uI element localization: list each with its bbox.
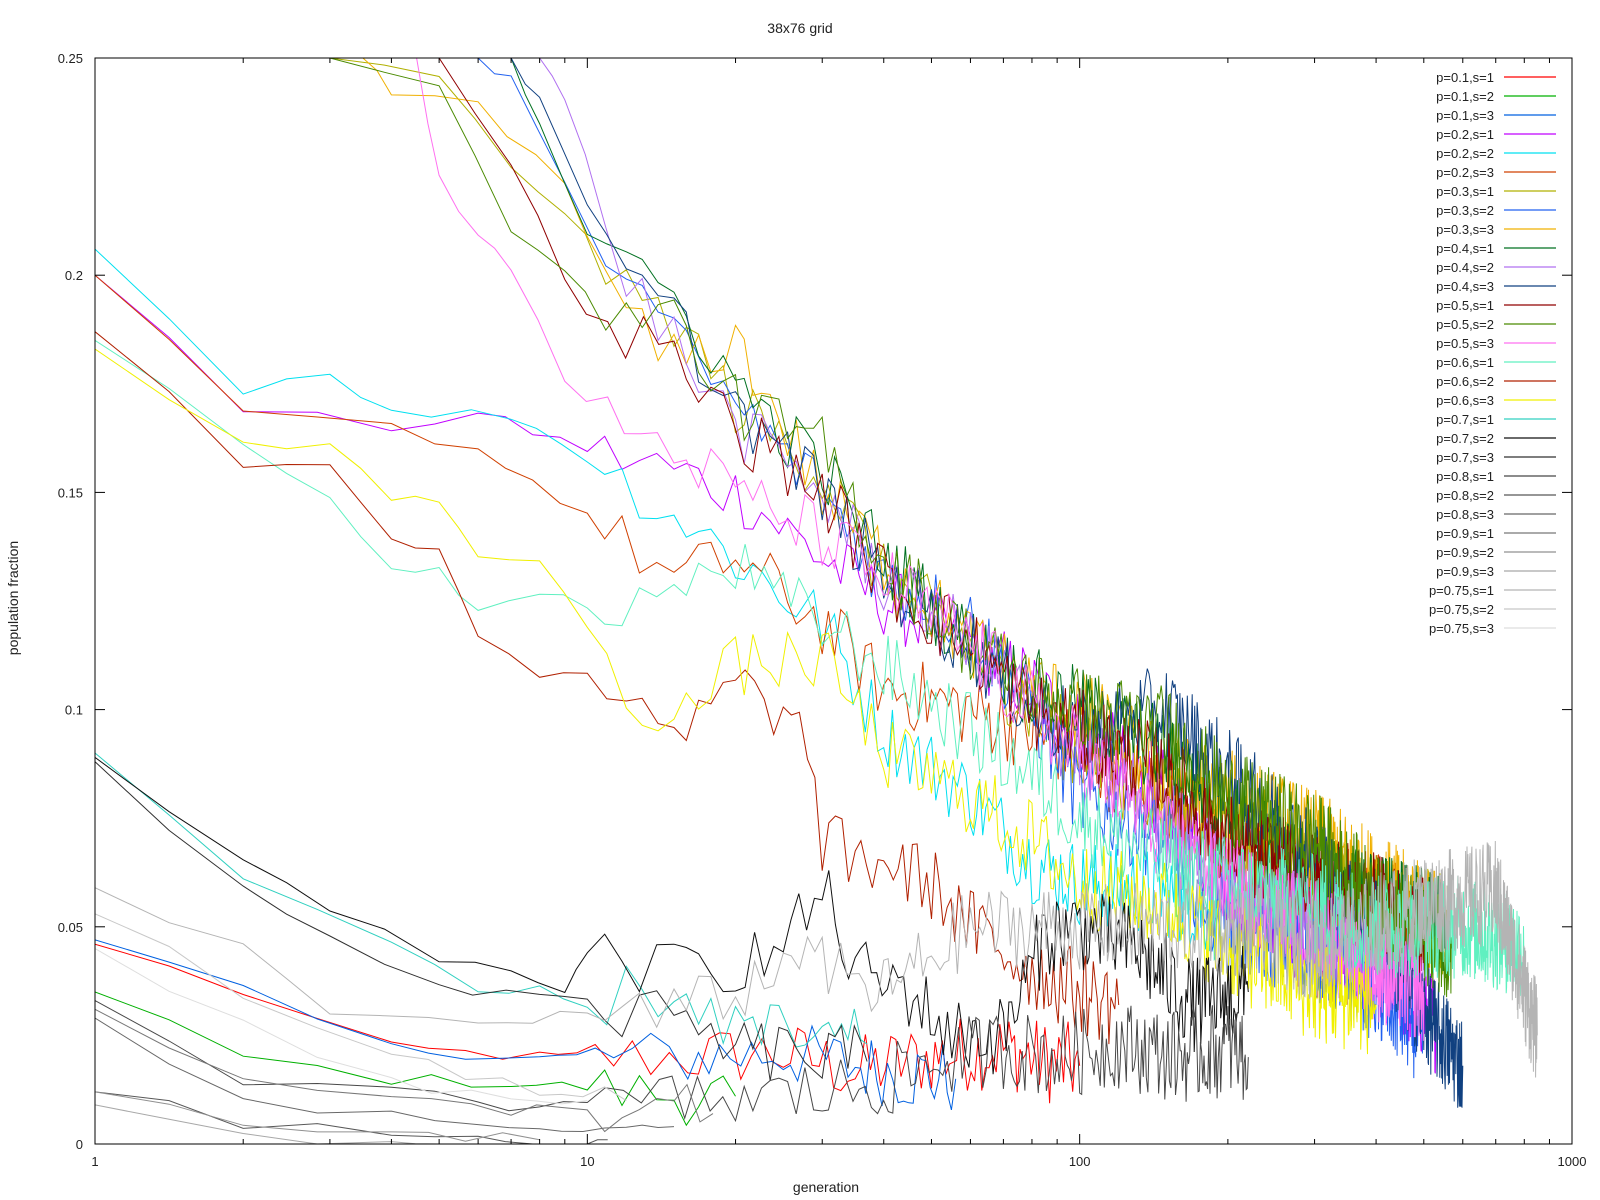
legend-label: p=0.5,s=2 xyxy=(1436,317,1494,332)
legend-label: p=0.2,s=1 xyxy=(1436,127,1494,142)
legend-label: p=0.1,s=3 xyxy=(1436,108,1494,123)
series-line-2 xyxy=(95,991,736,1127)
x-tick-label: 10 xyxy=(580,1154,594,1169)
legend-label: p=0.5,s=1 xyxy=(1436,298,1494,313)
x-tick-label: 100 xyxy=(1069,1154,1091,1169)
legend-label: p=0.9,s=3 xyxy=(1436,564,1494,579)
series-line-1 xyxy=(95,943,1081,1104)
y-tick-label: 0.25 xyxy=(58,51,83,66)
series-line-26 xyxy=(95,1091,540,1142)
series-line-30 xyxy=(95,948,588,1105)
y-axis-label: population fraction xyxy=(5,541,21,655)
y-tick-label: 0 xyxy=(76,1137,83,1152)
x-tick-label: 1 xyxy=(91,1154,98,1169)
y-axis: 0 0.05 0.1 0.15 0.2 0.25 xyxy=(58,51,1572,1152)
legend-label: p=0.6,s=2 xyxy=(1436,374,1494,389)
series-line-28 xyxy=(95,840,1538,1078)
legend-label: p=0.4,s=3 xyxy=(1436,279,1494,294)
series-line-17 xyxy=(95,331,1120,1045)
legend-label: p=0.1,s=2 xyxy=(1436,89,1494,104)
legend-label: p=0.1,s=1 xyxy=(1436,70,1494,85)
legend: p=0.1,s=1 p=0.1,s=2 p=0.1,s=3 p=0.2,s=1 p=0.… xyxy=(1429,70,1556,636)
legend-label: p=0.3,s=2 xyxy=(1436,203,1494,218)
series-line-25 xyxy=(95,1008,714,1133)
y-tick-label: 0.15 xyxy=(58,485,83,500)
y-tick-label: 0.2 xyxy=(65,268,83,283)
legend-label: p=0.4,s=2 xyxy=(1436,260,1494,275)
series-line-19 xyxy=(95,752,868,1048)
legend-label: p=0.6,s=1 xyxy=(1436,355,1494,370)
series-line-21 xyxy=(95,761,868,1081)
legend-label: p=0.75,s=3 xyxy=(1429,621,1494,636)
legend-label: p=0.2,s=2 xyxy=(1436,146,1494,161)
legend-label: p=0.75,s=2 xyxy=(1429,602,1494,617)
x-axis: 1 10 100 1000 xyxy=(91,58,1586,1169)
legend-label: p=0.2,s=3 xyxy=(1436,165,1494,180)
x-tick-label: 1000 xyxy=(1558,1154,1587,1169)
legend-label: p=0.7,s=3 xyxy=(1436,450,1494,465)
legend-label: p=0.6,s=3 xyxy=(1436,393,1494,408)
series-line-3 xyxy=(95,939,957,1111)
legend-label: p=0.7,s=2 xyxy=(1436,431,1494,446)
legend-label: p=0.8,s=3 xyxy=(1436,507,1494,522)
legend-label: p=0.3,s=1 xyxy=(1436,184,1494,199)
legend-label: p=0.8,s=1 xyxy=(1436,469,1494,484)
series-line-29 xyxy=(95,913,627,1102)
legend-label: p=0.5,s=3 xyxy=(1436,336,1494,351)
series-line-4 xyxy=(95,274,1437,1074)
series-line-18 xyxy=(95,348,1377,1055)
plot-frame xyxy=(94,57,1573,1145)
x-axis-label: generation xyxy=(793,1179,859,1195)
y-tick-label: 0.05 xyxy=(58,920,83,935)
chart-title: 38x76 grid xyxy=(767,20,832,36)
series-line-24 xyxy=(95,1017,675,1133)
legend-label: p=0.8,s=2 xyxy=(1436,488,1494,503)
legend-label: p=0.9,s=1 xyxy=(1436,526,1494,541)
y-tick-label: 0.1 xyxy=(65,703,83,718)
legend-label: p=0.4,s=1 xyxy=(1436,241,1494,256)
legend-label: p=0.7,s=1 xyxy=(1436,412,1494,427)
legend-label: p=0.75,s=1 xyxy=(1429,583,1494,598)
series-line-23 xyxy=(95,1091,608,1144)
series-line-22 xyxy=(95,1000,1249,1123)
legend-label: p=0.9,s=2 xyxy=(1436,545,1494,560)
legend-label: p=0.3,s=3 xyxy=(1436,222,1494,237)
plot-lines xyxy=(95,58,1538,1144)
